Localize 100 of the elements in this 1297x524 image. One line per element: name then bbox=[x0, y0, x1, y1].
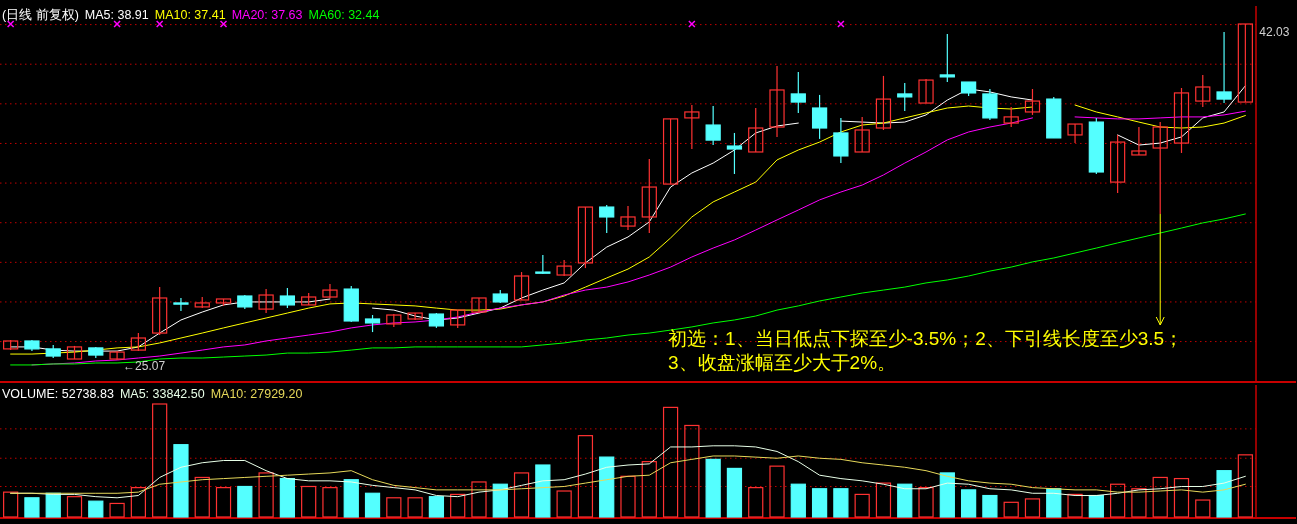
bar bbox=[1216, 470, 1232, 518]
bar bbox=[471, 481, 487, 518]
bar bbox=[1131, 488, 1147, 518]
text: MA60: 32.44 bbox=[308, 8, 380, 22]
candlestick bbox=[152, 286, 168, 336]
bar bbox=[88, 500, 104, 518]
bar bbox=[1003, 501, 1019, 518]
bar bbox=[428, 496, 445, 518]
candlestick bbox=[322, 283, 338, 299]
candlestick bbox=[1131, 126, 1147, 156]
bar bbox=[45, 492, 61, 518]
bar bbox=[684, 424, 700, 518]
text: MA5: 38.91 bbox=[84, 8, 149, 22]
text: VOLUME: 52738.83 bbox=[2, 387, 114, 401]
bar bbox=[1067, 493, 1083, 518]
bar bbox=[790, 483, 806, 518]
candlestick bbox=[1003, 106, 1019, 128]
candlestick bbox=[130, 332, 146, 352]
text: MA5: 33842.50 bbox=[119, 387, 205, 401]
bar bbox=[1152, 476, 1168, 518]
candlestick bbox=[662, 118, 679, 185]
bar bbox=[982, 494, 998, 518]
bar bbox=[577, 435, 594, 518]
candlestick bbox=[1216, 31, 1232, 104]
candlestick bbox=[577, 206, 594, 269]
candlestick bbox=[705, 105, 721, 146]
bar bbox=[854, 493, 870, 518]
bar bbox=[599, 456, 615, 518]
candlestick bbox=[790, 71, 806, 114]
candlestick bbox=[918, 78, 934, 104]
bar bbox=[918, 487, 934, 518]
bar bbox=[513, 472, 530, 518]
candlestick bbox=[1237, 23, 1253, 103]
bar bbox=[152, 403, 168, 518]
bar bbox=[705, 458, 721, 518]
bar bbox=[620, 475, 636, 518]
candlestick bbox=[748, 107, 764, 153]
candlestick bbox=[1173, 87, 1190, 154]
bar bbox=[726, 467, 743, 518]
candlestick bbox=[833, 117, 849, 164]
bar bbox=[811, 488, 828, 518]
annotation: ←25.07 bbox=[123, 359, 166, 373]
candlestick bbox=[1110, 134, 1126, 194]
bar bbox=[1237, 454, 1253, 518]
bar bbox=[535, 464, 551, 518]
candlestick bbox=[811, 94, 828, 140]
bar bbox=[897, 483, 913, 518]
bar bbox=[769, 465, 785, 518]
bar bbox=[875, 482, 892, 518]
bar bbox=[556, 490, 572, 518]
bar bbox=[1024, 498, 1041, 518]
bar bbox=[109, 502, 125, 518]
bar bbox=[130, 487, 146, 518]
candlestick bbox=[599, 204, 615, 234]
annotation: 初选：1、当日低点下探至少-3.5%；2、下引线长度至少3.5； bbox=[668, 328, 1184, 349]
bar bbox=[833, 488, 849, 518]
candlestick bbox=[1195, 74, 1211, 108]
candlestick bbox=[109, 350, 125, 361]
candlestick bbox=[982, 88, 998, 121]
bar bbox=[450, 493, 466, 518]
bar bbox=[748, 487, 764, 518]
bar bbox=[407, 497, 423, 518]
bar bbox=[1046, 488, 1062, 518]
text: MA10: 27929.20 bbox=[210, 387, 303, 401]
bar bbox=[279, 477, 296, 518]
text: 42.03 bbox=[1259, 25, 1290, 39]
bar bbox=[641, 461, 657, 518]
candlestick bbox=[1024, 88, 1041, 116]
candlestick bbox=[407, 312, 423, 321]
bar bbox=[237, 485, 253, 518]
candlestick bbox=[513, 271, 530, 301]
bar bbox=[364, 492, 381, 518]
bar bbox=[960, 489, 977, 518]
candlestick bbox=[556, 259, 572, 277]
candlestick bbox=[173, 297, 189, 312]
bar bbox=[66, 496, 83, 518]
candlestick bbox=[641, 158, 657, 234]
candlestick bbox=[854, 116, 870, 153]
candlestick bbox=[897, 82, 913, 112]
annotation: 3、收盘涨幅至少大于2%。 bbox=[668, 352, 897, 373]
bar bbox=[492, 483, 508, 518]
candlestick bbox=[875, 75, 892, 131]
candlestick bbox=[726, 132, 743, 175]
candlestick bbox=[684, 104, 700, 150]
candlestick bbox=[620, 205, 636, 231]
candlestick bbox=[769, 65, 785, 138]
bar bbox=[194, 476, 210, 518]
bar bbox=[662, 406, 679, 518]
bar bbox=[215, 487, 232, 518]
candlestick bbox=[258, 288, 274, 314]
bar bbox=[1195, 499, 1211, 518]
text: MA10: 37.41 bbox=[154, 8, 226, 22]
bar bbox=[1088, 494, 1104, 518]
bar bbox=[301, 485, 317, 518]
bar bbox=[173, 444, 189, 518]
candlestick bbox=[939, 33, 955, 83]
bar bbox=[322, 487, 338, 518]
bar bbox=[939, 472, 955, 518]
candlestick bbox=[1067, 123, 1083, 144]
candlestick bbox=[471, 297, 487, 313]
